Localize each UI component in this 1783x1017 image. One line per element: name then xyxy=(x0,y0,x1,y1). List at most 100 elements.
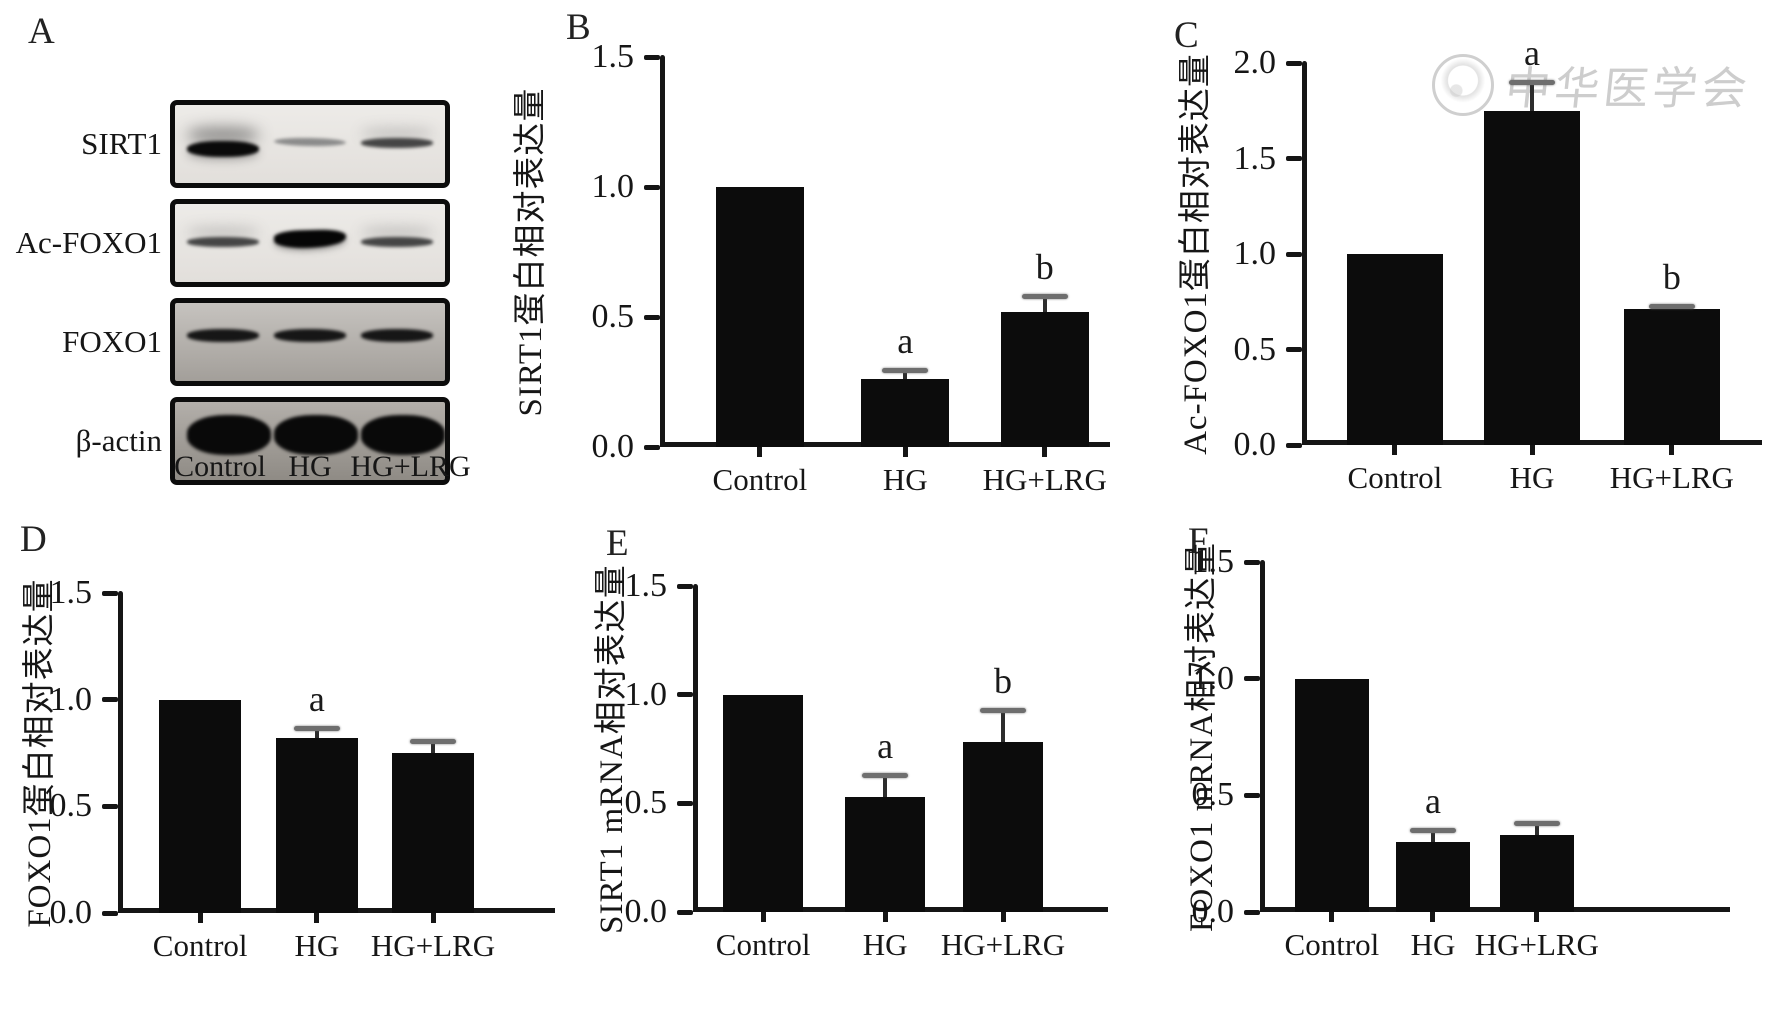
significance-label: a xyxy=(877,726,894,767)
y-tick-label: 2.0 xyxy=(1233,44,1277,81)
y-tick-label: 1.0 xyxy=(1191,659,1235,697)
y-tick xyxy=(677,692,693,698)
y-axis xyxy=(1260,560,1265,912)
blot-band xyxy=(187,141,259,157)
y-tick xyxy=(1244,676,1260,682)
panel-D-chart: D FOXO1蛋白相对表达量 0.0 0.5 1.0 1.5 Control a HG HG+… xyxy=(0,460,560,1017)
x-axis xyxy=(1260,907,1730,912)
blot-band xyxy=(361,138,433,148)
protein-label: Ac-FOXO1 xyxy=(15,225,162,260)
y-tick xyxy=(677,800,693,806)
significance-label: a xyxy=(1524,33,1540,74)
error-bar xyxy=(1042,296,1047,312)
y-tick-label: 1.0 xyxy=(591,168,635,205)
y-tick xyxy=(677,909,693,915)
error-bar xyxy=(1430,830,1435,842)
y-tick-label: 0.0 xyxy=(624,893,668,930)
significance-label: a xyxy=(897,321,914,362)
error-bar xyxy=(883,775,888,797)
y-tick-label: 1.0 xyxy=(624,675,668,713)
bar xyxy=(715,187,804,447)
y-tick xyxy=(1286,156,1302,161)
protein-label: SIRT1 xyxy=(81,126,162,161)
y-tick-label: 0.5 xyxy=(624,784,668,822)
error-bar xyxy=(314,728,319,739)
y-tick xyxy=(644,444,660,450)
plot-area: 0.0 0.5 1.0 1.5 Control a HG b HG+LRG xyxy=(592,38,1110,497)
y-tick-label: 0.0 xyxy=(591,428,635,465)
error-bar-cap xyxy=(1513,821,1560,827)
bar xyxy=(1000,311,1089,447)
blot-row: SIRT1 xyxy=(0,100,450,188)
blot-strip xyxy=(170,397,450,485)
y-axis xyxy=(693,584,698,912)
x-tick xyxy=(314,913,320,923)
y-tick-label: 0.5 xyxy=(591,298,635,335)
lane-label-hg-lrg: HG+LRG xyxy=(350,450,471,483)
y-axis-label: FOXO1蛋白相对表达量 xyxy=(22,578,58,928)
blot-rows: SIRT1 Ac-FOXO1 FOXO1 β-actin xyxy=(0,100,450,496)
panel-letter: B xyxy=(566,7,591,48)
blot-band xyxy=(187,237,259,247)
y-tick xyxy=(102,803,118,809)
panel-letter: E xyxy=(606,523,629,564)
x-tick-label: HG+LRG xyxy=(1609,460,1734,495)
significance-label: a xyxy=(1424,781,1441,822)
blot-band xyxy=(274,415,358,455)
x-tick-label: Control xyxy=(1347,460,1443,495)
blot-band xyxy=(361,237,433,247)
bar xyxy=(1346,254,1443,445)
x-tick-label: HG+LRG xyxy=(940,927,1066,962)
x-tick-label: HG xyxy=(882,462,928,497)
x-tick xyxy=(1392,445,1398,455)
error-bar-cap xyxy=(293,726,340,732)
panel-letter: A xyxy=(28,11,55,52)
significance-label: a xyxy=(308,679,325,720)
y-tick xyxy=(644,314,660,320)
bar xyxy=(1395,842,1470,912)
bar xyxy=(963,742,1043,912)
error-bar-cap xyxy=(862,773,909,779)
blot-strip xyxy=(170,298,450,386)
blot-band xyxy=(187,415,271,455)
y-tick-label: 0.0 xyxy=(49,894,93,931)
error-bar xyxy=(1001,709,1005,743)
y-tick-label: 1.5 xyxy=(1233,139,1277,177)
blot-lane-labels: Control HG HG+LRG xyxy=(0,450,470,490)
panel-B-chart: B SIRT1蛋白相对表达量 0.0 0.5 1.0 1.5 Control a HG b HG… xyxy=(470,0,1120,515)
lane-label-control: Control xyxy=(174,450,266,483)
bar xyxy=(1499,835,1574,912)
x-tick-label: Control xyxy=(712,462,808,497)
blot-row: β-actin xyxy=(0,397,450,485)
y-tick xyxy=(1286,442,1302,448)
error-bar xyxy=(1534,823,1539,835)
blot-band xyxy=(361,329,433,342)
medical-association-logo-icon xyxy=(1432,53,1494,116)
blot-band xyxy=(273,137,347,147)
bar xyxy=(723,694,804,912)
x-tick xyxy=(1430,912,1436,922)
y-tick-label: 0.5 xyxy=(1233,330,1277,368)
x-tick-label: HG+LRG xyxy=(370,928,496,963)
x-tick xyxy=(882,912,888,922)
x-tick xyxy=(197,913,203,923)
x-tick xyxy=(1534,912,1540,922)
y-axis-label: SIRT1 mRNA相对表达量 xyxy=(594,564,630,934)
y-tick-label: 0.0 xyxy=(1191,893,1235,930)
panel-E-chart: E SIRT1 mRNA相对表达量 0.0 0.5 1.0 1.5 Control a HG… xyxy=(560,460,1115,1017)
y-tick-label: 0.0 xyxy=(1233,426,1277,463)
error-bar xyxy=(431,741,436,753)
y-tick xyxy=(677,583,693,589)
lane-label-hg: HG xyxy=(288,450,332,483)
x-tick-label: HG xyxy=(862,927,908,962)
panel-C-chart: C Ac-FOXO1蛋白相对表达量 0.0 0.5 1.0 1.5 2.0 Control… xyxy=(1130,0,1783,515)
bar xyxy=(845,796,926,912)
x-tick xyxy=(760,912,766,922)
panel-A-western-blot: A SIRT1 Ac-FOXO1 FOXO1 β-actin Control HG H… xyxy=(0,0,471,515)
y-tick-label: 0.5 xyxy=(49,787,93,825)
panel-F-chart: F FOXO1 mRNA相对表达量 0.0 0.5 1.0 1.5 Control a HG… xyxy=(1100,460,1783,1017)
y-tick-label: 1.5 xyxy=(49,574,93,611)
significance-label: b xyxy=(994,660,1012,701)
panel-letter: F xyxy=(1188,521,1209,562)
